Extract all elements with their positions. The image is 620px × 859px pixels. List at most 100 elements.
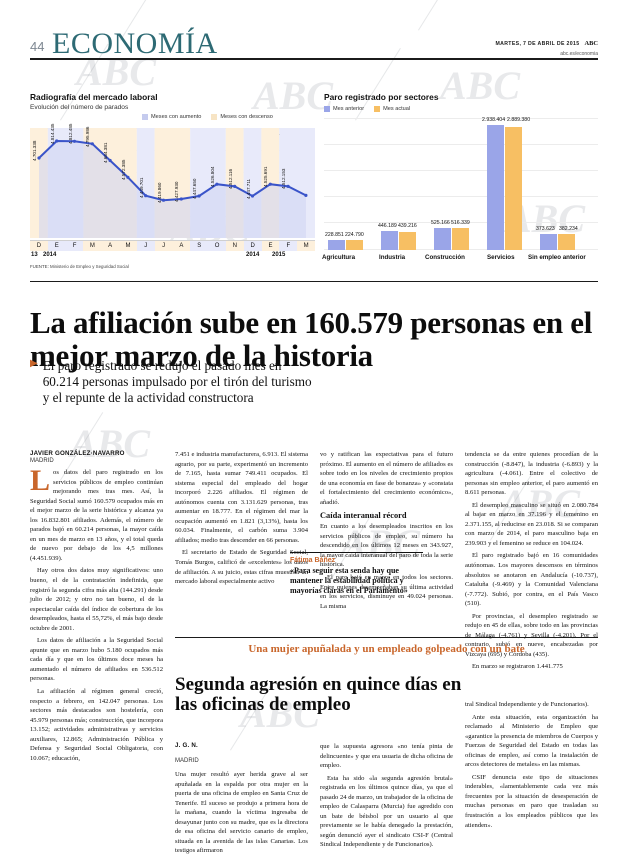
bar-label-servicios-previous: 2.938.404	[482, 117, 506, 123]
chart1-month: M	[83, 241, 102, 251]
chart1-month: E	[261, 241, 280, 251]
bar-group-industria	[381, 231, 416, 250]
bar-label-agricultura-current: 224.790	[345, 232, 364, 238]
article-paragraph: Los datos de afiliación a la Seguridad S…	[30, 637, 163, 683]
bar-group-construccion	[434, 227, 469, 250]
bar-group-servicios	[487, 125, 522, 250]
second-article-paragraph: CSIF denuncia este tipo de situaciones i…	[465, 773, 598, 829]
second-article-rule	[175, 637, 598, 638]
legend-label-previous-month: Mes anterior	[333, 106, 365, 112]
article-paragraph: 7.451 e industria manufacturera, 6.913. …	[175, 451, 308, 544]
chart1-value-label: 4.449.701	[138, 177, 144, 198]
article-lead-text: El paro registrado se redujo el pasado m…	[42, 358, 312, 406]
chart1-subtitle: Evolución del número de parados	[30, 104, 129, 111]
chart1-value-label: 4.814.435	[49, 123, 55, 144]
chart1-month: F	[279, 241, 298, 251]
chart1-month: D	[30, 241, 48, 251]
legend-swatch-current-month	[374, 106, 381, 112]
bar-label-sin-empleo-current: 382.234	[559, 226, 578, 232]
chart2-legend: Mes anterior Mes actual	[324, 106, 410, 112]
article-subheading: Caída interanual récord	[320, 511, 407, 521]
chart1-year-axis: 13 2014 2014 2015	[30, 252, 315, 262]
second-article-paragraph: que la supuesta agresora «no tenía pinta…	[320, 743, 453, 770]
chart1-month: N	[225, 241, 244, 251]
legend-label-decrease: Meses con descenso	[220, 114, 273, 120]
headline-rule	[30, 281, 598, 282]
bar-label-construccion-current: 516.339	[451, 220, 470, 226]
second-article-byline-city: MADRID	[175, 758, 199, 764]
second-article-paragraph: Ante esta situación, esta organización h…	[465, 713, 598, 769]
article-paragraph: La afiliación al régimen general creció,…	[30, 688, 163, 762]
chart2-legend-item-1: Mes actual	[374, 106, 410, 112]
bar-category-industria: Industria	[379, 254, 406, 261]
bar-servicios-current	[505, 127, 522, 250]
chart1-month: J	[136, 241, 155, 251]
bar-sin-empleo-previous	[540, 234, 557, 250]
article-byline-city: MADRID	[30, 458, 54, 464]
issue-date: MARTES, 7 DE ABRIL DE 2015	[495, 41, 580, 47]
bar-label-sin-empleo-previous: 373.623	[536, 226, 555, 232]
chart1-year-mark: 2014	[246, 252, 260, 258]
article-paragraph-text: os datos del paro registrado en los serv…	[30, 469, 163, 562]
page-masthead: 44 ECONOMÍA MARTES, 7 DE ABRIL DE 2015 AB…	[30, 26, 598, 60]
chart1-month: O	[208, 241, 226, 251]
second-article-byline: J. G. N.	[175, 742, 198, 749]
chart1-value-label: 4.684.381	[103, 142, 109, 163]
chart1-title: Radiografía del mercado laboral	[30, 92, 158, 102]
chart1-value-label: 4.525.691	[263, 166, 269, 187]
bar-agricultura-current	[346, 240, 363, 250]
brand-name: ABC	[584, 40, 599, 47]
chart1-legend-item-1: Meses con descenso	[211, 114, 273, 120]
legend-label-current-month: Mes actual	[383, 106, 411, 112]
second-article-kicker: Una mujer apuñalada y un empleado golpea…	[248, 643, 525, 655]
drop-cap: L	[30, 464, 51, 497]
second-article-column-3: tral Sindical Independiente y de Funcion…	[465, 700, 598, 833]
bar-construccion-previous	[434, 227, 451, 250]
chart1-value-label: 4.512.153	[281, 168, 287, 189]
bar-group-agricultura	[328, 240, 363, 250]
bar-label-agricultura-previous: 228.851	[325, 232, 344, 238]
chart1-year-mark: 2015	[272, 252, 286, 258]
chart1-month: M	[119, 241, 137, 251]
second-article-body: J. G. N. MADRID Una mujer resultó ayer h…	[175, 700, 598, 854]
bar-industria-previous	[381, 231, 398, 250]
chart1-plot: 4.701.338 4.814.435 4.812.485 4.795.986 …	[30, 124, 315, 238]
infographics-area: Radiografía del mercado laboral Evolució…	[30, 92, 598, 274]
article-paragraph: Por provincias, el desempleo registrado …	[465, 612, 598, 658]
article-column-3: vo y ratifican las expectativas para el …	[320, 450, 453, 614]
article-paragraph: En cuanto a los desempleados inscritos e…	[320, 523, 453, 569]
chart1-value-label: 4.512.116	[227, 168, 233, 189]
chart1-month: D	[243, 241, 262, 251]
chart1-value-label: 4.447.650	[192, 178, 198, 199]
chart1-value-label: 4.812.485	[67, 123, 73, 144]
chart1-x-axis: D E F M A M J J A S O N D E F M	[30, 240, 315, 251]
chart2-title: Paro registrado por sectores	[324, 92, 439, 102]
legend-label-increase: Meses con aumento	[151, 114, 202, 120]
second-article-paragraph: Esta ha sido «la segunda agresión brutal…	[320, 774, 453, 849]
bar-industria-current	[399, 231, 416, 250]
bar-category-sin-empleo: Sin empleo anterior	[528, 254, 586, 261]
chart1-month: J	[154, 241, 173, 251]
chart1-month: F	[65, 241, 84, 251]
chart1-month: E	[47, 241, 66, 251]
article-paragraph: El paro bajó en marzo en todos los secto…	[320, 574, 453, 610]
section-title: ECONOMÍA	[52, 27, 218, 60]
header-rule	[30, 58, 598, 60]
second-article-column-2: que la supuesta agresora «no tenía pinta…	[320, 742, 453, 853]
chart-unemployment-by-sector: Paro registrado por sectores Mes anterio…	[322, 92, 598, 274]
bar-servicios-previous	[487, 125, 504, 250]
pull-quote-author: Fátima Báñez	[290, 557, 336, 564]
article-paragraph: Hay otros dos datos muy significativos: …	[30, 567, 163, 632]
bar-label-construccion-previous: 525.166	[431, 220, 450, 226]
pull-quote: Fátima Báñez «Para seguir esta senda hay…	[290, 552, 423, 596]
chart1-year-mark: 13	[31, 252, 38, 258]
bullet-arrow-icon: ▶	[30, 358, 38, 369]
legend-swatch-decrease	[211, 114, 218, 120]
page-folio: 44	[30, 39, 45, 54]
chart1-value-label: 4.572.385	[120, 159, 126, 180]
bar-label-servicios-current: 2.889.380	[507, 117, 531, 123]
legend-swatch-previous-month	[324, 106, 330, 112]
chart1-source: FUENTE: Ministerio de Empleo y Seguridad…	[30, 264, 129, 269]
